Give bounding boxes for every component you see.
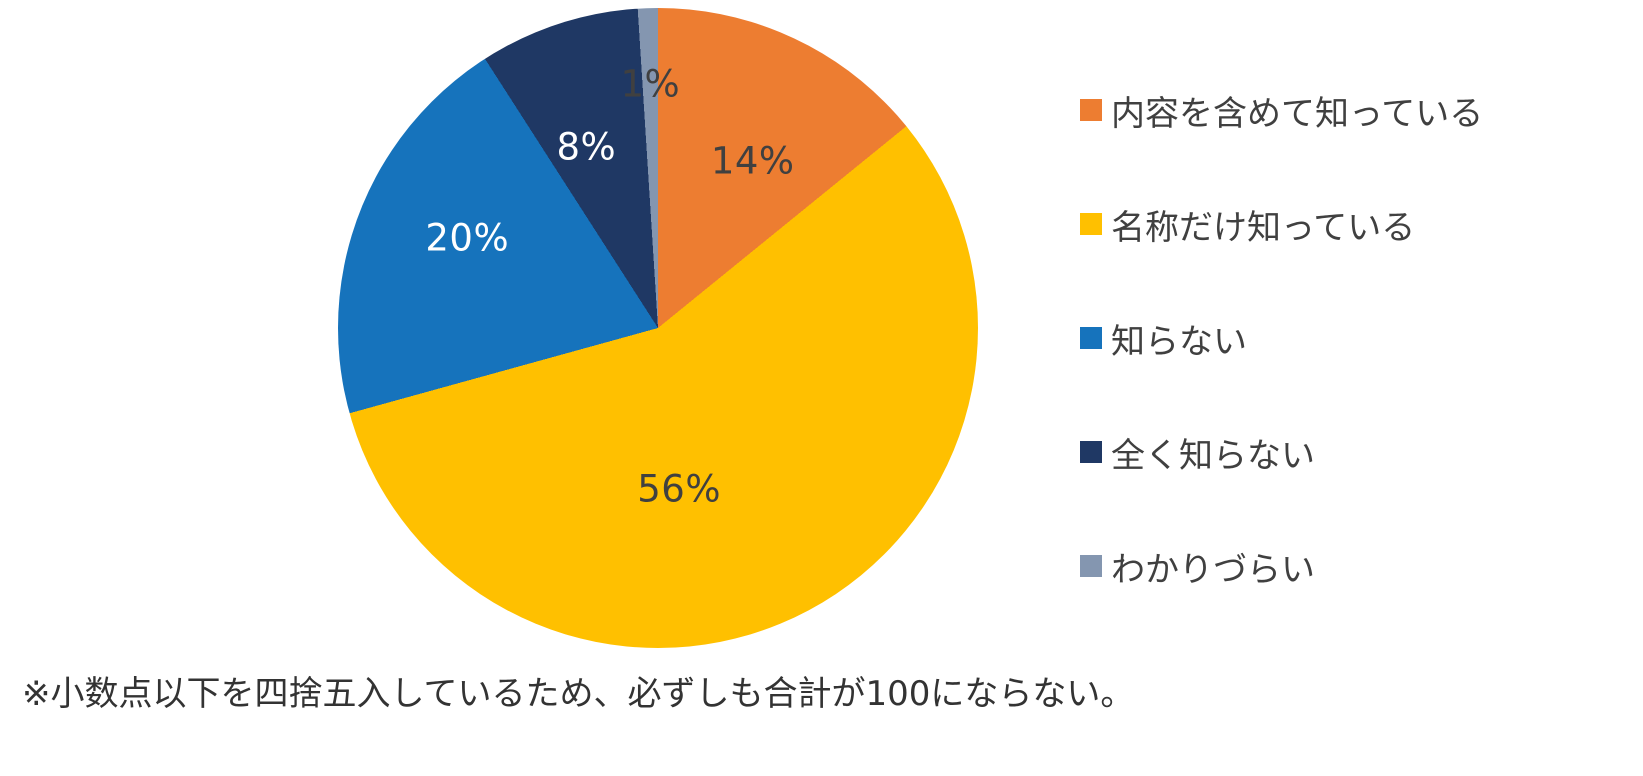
legend-item: 名称だけ知っている <box>1080 202 1483 248</box>
pie-chart <box>338 8 978 648</box>
pie-slice-label-2: 20% <box>425 216 510 260</box>
pie-slice-label-1: 56% <box>637 467 721 511</box>
pie-chart-area: 14% 56% 20% 8% 1% <box>338 8 978 648</box>
pie-slice-label-4: 1% <box>620 62 681 106</box>
pie-slice-label-0: 14% <box>710 139 795 183</box>
chart-legend: 内容を含めて知っている 名称だけ知っている 知らない 全く知らない わかりづらい <box>1080 88 1484 590</box>
legend-swatch-icon <box>1080 327 1102 349</box>
pie-slice-label-3: 8% <box>556 125 617 169</box>
legend-item-label: 知らない <box>1111 321 1247 362</box>
legend-swatch-icon <box>1080 213 1102 235</box>
legend-swatch-icon <box>1080 99 1102 121</box>
legend-item-label: 全く知らない <box>1111 435 1315 476</box>
legend-item-label: わかりづらい <box>1111 549 1315 590</box>
rounding-footnote: ※小数点以下を四捨五入しているため、必ずしも合計が100にならない。 <box>22 674 1135 714</box>
legend-item-label: 内容を含めて知っている <box>1111 93 1484 134</box>
legend-item: 全く知らない <box>1080 430 1483 476</box>
legend-item-label: 名称だけ知っている <box>1111 207 1416 248</box>
legend-swatch-icon <box>1080 555 1102 577</box>
legend-item: 知らない <box>1080 316 1483 362</box>
legend-item: 内容を含めて知っている <box>1080 88 1484 134</box>
legend-item: わかりづらい <box>1080 544 1483 590</box>
legend-swatch-icon <box>1080 441 1102 463</box>
